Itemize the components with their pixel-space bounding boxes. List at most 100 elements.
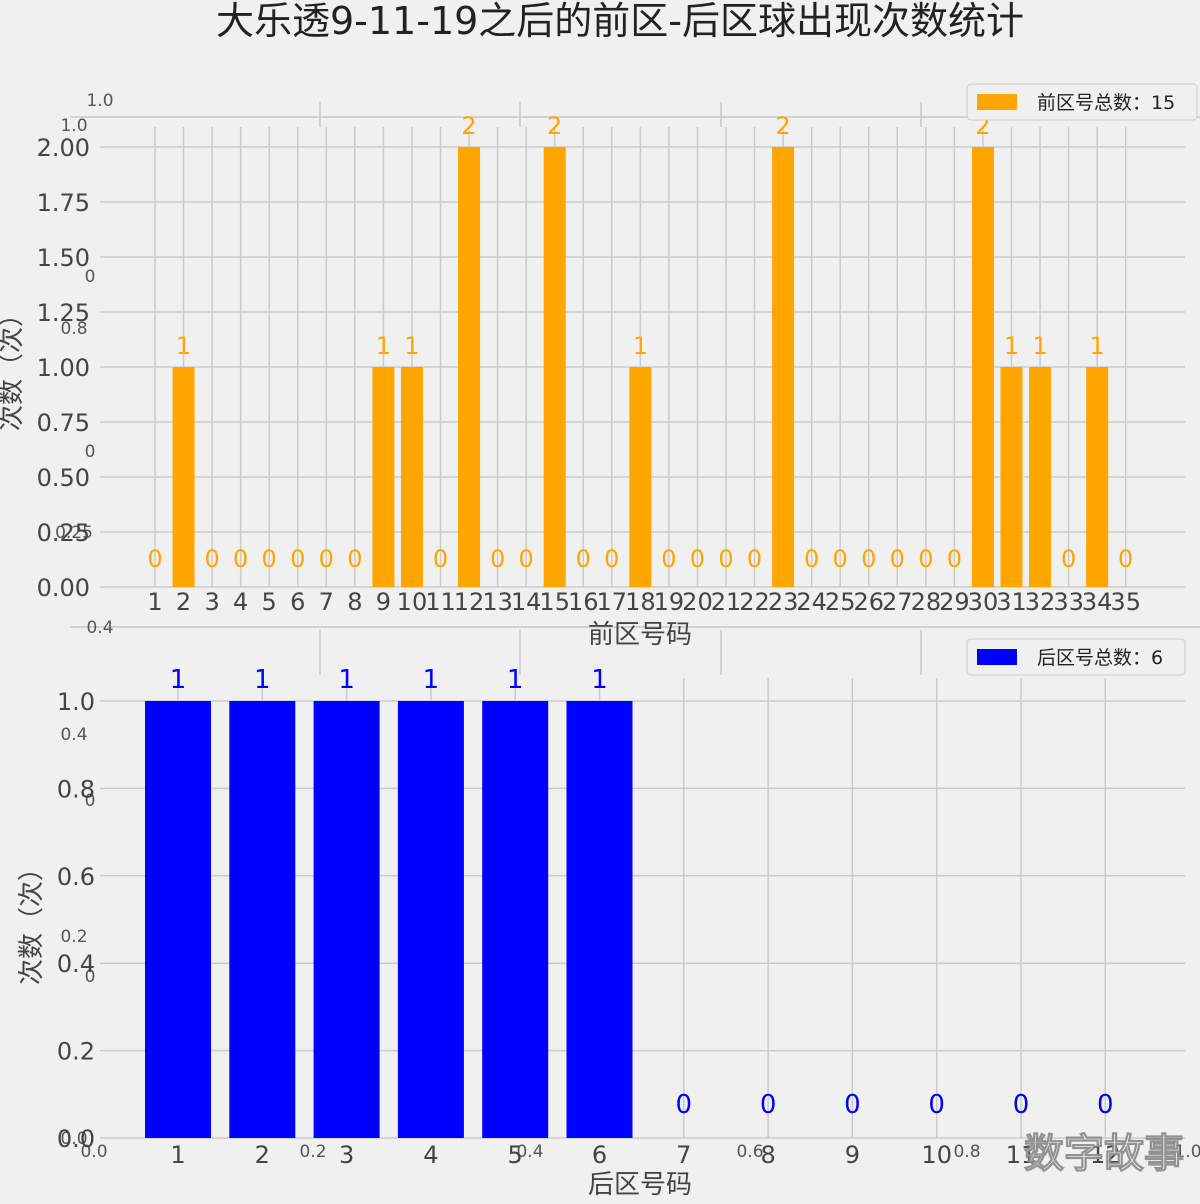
bar-value-label: 0: [947, 545, 962, 573]
bar-value-label: 1: [423, 665, 440, 695]
bar-value-label: 0: [290, 545, 305, 573]
x-tick-label: 25: [825, 588, 856, 616]
x-tick-label: 27: [882, 588, 913, 616]
x-tick-label: 1: [170, 1141, 185, 1169]
x-tick-label: 13: [482, 588, 513, 616]
legend-box: [966, 638, 1186, 676]
x-tick-label: 29: [939, 588, 970, 616]
x-tick-label: 28: [911, 588, 942, 616]
bar-value-label: 2: [547, 112, 562, 140]
x-tick-label: 15: [539, 588, 570, 616]
bar-value-label: 1: [1004, 332, 1019, 360]
x-tick-label: 17: [597, 588, 628, 616]
x-tick-label: 32: [1025, 588, 1056, 616]
ghost-tick-label: 0.2: [299, 1142, 326, 1162]
bar: [458, 147, 481, 587]
y-tick-label: 0.00: [37, 574, 90, 602]
x-tick-label: 9: [376, 588, 391, 616]
bar-value-label: 0: [1097, 1090, 1114, 1120]
ghost-tick-label: 1.0: [60, 116, 87, 136]
x-tick-label: 34: [1082, 588, 1113, 616]
bar: [629, 367, 652, 587]
bar-value-label: 0: [676, 1090, 693, 1120]
bar-value-label: 0: [604, 545, 619, 573]
bar-value-label: 0: [576, 545, 591, 573]
ghost-tick-label: 0: [85, 267, 96, 287]
y-tick-label: 0.0: [57, 1125, 95, 1153]
x-tick-label: 8: [760, 1141, 775, 1169]
y-tick-label: 2.00: [37, 134, 90, 162]
x-tick-label: 12: [454, 588, 485, 616]
bar: [971, 147, 994, 587]
x-tick-label: 7: [319, 588, 334, 616]
bar: [172, 367, 195, 587]
bar-value-label: 1: [633, 332, 648, 360]
bar: [1000, 367, 1023, 587]
bar: [566, 701, 633, 1138]
x-tick-label: 31: [996, 588, 1027, 616]
back-zone-chart: 0.00.20.40.60.81.01112131415160708090100…: [17, 638, 1186, 1200]
x-tick-label: 26: [853, 588, 884, 616]
ghost-tick-label: 0: [85, 967, 96, 987]
ghost-tick-label: 0.2: [60, 927, 87, 947]
x-axis-label: 后区号码: [588, 1170, 692, 1200]
front-zone-chart: 0.000.250.500.751.001.251.501.752.000112…: [0, 83, 1198, 650]
x-tick-label: 24: [796, 588, 827, 616]
y-tick-label: 0.50: [37, 464, 90, 492]
bar-value-label: 1: [1032, 332, 1047, 360]
y-tick-label: 0.4: [57, 950, 95, 978]
bar-value-label: 2: [775, 112, 790, 140]
y-tick-label: 1.50: [37, 244, 90, 272]
x-tick-label: 2: [255, 1141, 270, 1169]
bar: [229, 701, 296, 1138]
bar-value-label: 0: [804, 545, 819, 573]
y-tick-label: 1.00: [37, 354, 90, 382]
ghost-tick-label: 0.0: [80, 1142, 107, 1162]
bar-value-label: 1: [591, 665, 608, 695]
x-tick-label: 3: [339, 1141, 354, 1169]
y-tick-label: 0.75: [37, 409, 90, 437]
x-tick-label: 19: [654, 588, 685, 616]
x-tick-label: 30: [968, 588, 999, 616]
x-tick-label: 3: [204, 588, 219, 616]
y-axis-label: 次数（次）: [17, 855, 47, 985]
x-tick-label: 22: [739, 588, 770, 616]
bar-value-label: 0: [433, 545, 448, 573]
ghost-tick-label: 0.4: [60, 725, 87, 745]
bar-value-label: 0: [690, 545, 705, 573]
x-tick-label: 6: [592, 1141, 607, 1169]
x-tick-label: 7: [676, 1141, 691, 1169]
bar-value-label: 0: [262, 545, 277, 573]
bar: [313, 701, 380, 1138]
bar: [1029, 367, 1052, 587]
bar-value-label: 1: [1090, 332, 1105, 360]
x-tick-label: 4: [423, 1141, 438, 1169]
x-tick-label: 5: [508, 1141, 523, 1169]
x-tick-label: 11: [425, 588, 456, 616]
bar-value-label: 0: [519, 545, 534, 573]
x-axis-label: 前区号码: [588, 620, 692, 650]
bar: [400, 367, 423, 587]
x-tick-label: 5: [262, 588, 277, 616]
x-tick-label: 9: [845, 1141, 860, 1169]
ghost-tick-label: 0.4: [516, 1142, 543, 1162]
x-tick-label: 16: [568, 588, 599, 616]
bar-value-label: 0: [490, 545, 505, 573]
bar-value-label: 1: [404, 332, 419, 360]
x-tick-label: 21: [711, 588, 742, 616]
legend-label: 后区号总数：6: [1037, 647, 1163, 669]
ghost-tick-label: 0.8: [60, 319, 87, 339]
bar-value-label: 1: [338, 665, 355, 695]
bar-value-label: 0: [661, 545, 676, 573]
bar-value-label: 0: [147, 545, 162, 573]
bar-value-label: 0: [760, 1090, 777, 1120]
bar-value-label: 1: [176, 332, 191, 360]
bar: [1086, 367, 1109, 587]
x-tick-label: 1: [147, 588, 162, 616]
ghost-tick-label: 1.0: [1174, 1142, 1200, 1162]
x-tick-label: 6: [290, 588, 305, 616]
y-tick-label: 1.75: [37, 189, 90, 217]
ghost-tick-label: 0.4: [86, 618, 113, 638]
